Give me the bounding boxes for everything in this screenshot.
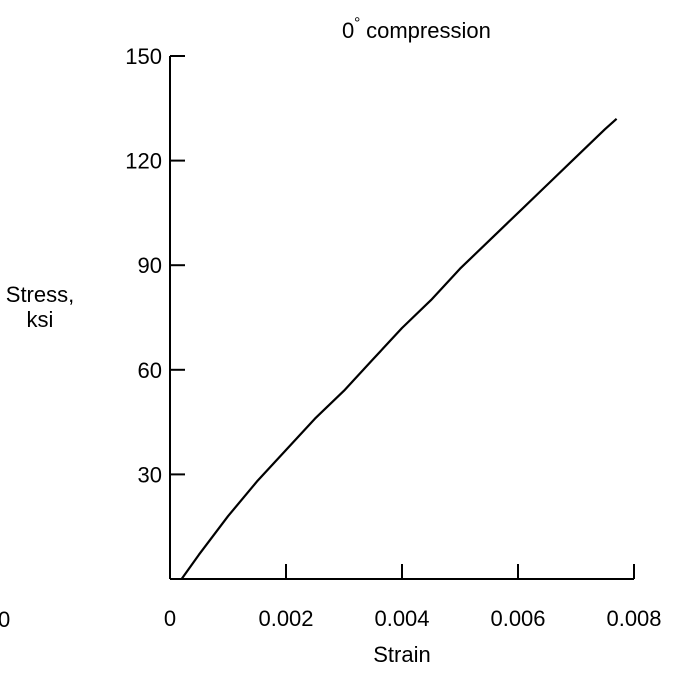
y-tick-label: 30 <box>138 462 162 487</box>
chart-title-main: 0 <box>342 18 354 43</box>
y-origin-label: 0 <box>0 607 10 632</box>
y-axis-label-line2: ksi <box>27 307 54 332</box>
series <box>180 117 618 580</box>
x-tick-label: 0.004 <box>374 606 429 631</box>
x-tick-label: 0.006 <box>490 606 545 631</box>
x-tick-label: 0.008 <box>606 606 661 631</box>
chart-title-suffix: compression <box>360 18 491 43</box>
y-tick-label: 60 <box>138 358 162 383</box>
chart-title: 0 ° compression <box>342 15 491 43</box>
y-axis-label-line1: Stress, <box>6 282 74 307</box>
tick-labels: 0 0.002 0.004 0.006 0.008 30 60 90 120 150 <box>125 44 661 631</box>
y-tick-label: 120 <box>125 149 162 174</box>
x-axis-label: Strain <box>373 642 430 667</box>
chart-title-degree: ° <box>354 15 360 32</box>
y-tick-label: 90 <box>138 253 162 278</box>
x-tick-label: 0.002 <box>258 606 313 631</box>
y-tick-label: 150 <box>125 44 162 69</box>
series-line <box>180 117 618 580</box>
axes <box>169 56 634 580</box>
ticks <box>170 55 635 579</box>
x-tick-label: 0 <box>164 606 176 631</box>
y-axis-label: Stress, ksi <box>6 282 74 332</box>
